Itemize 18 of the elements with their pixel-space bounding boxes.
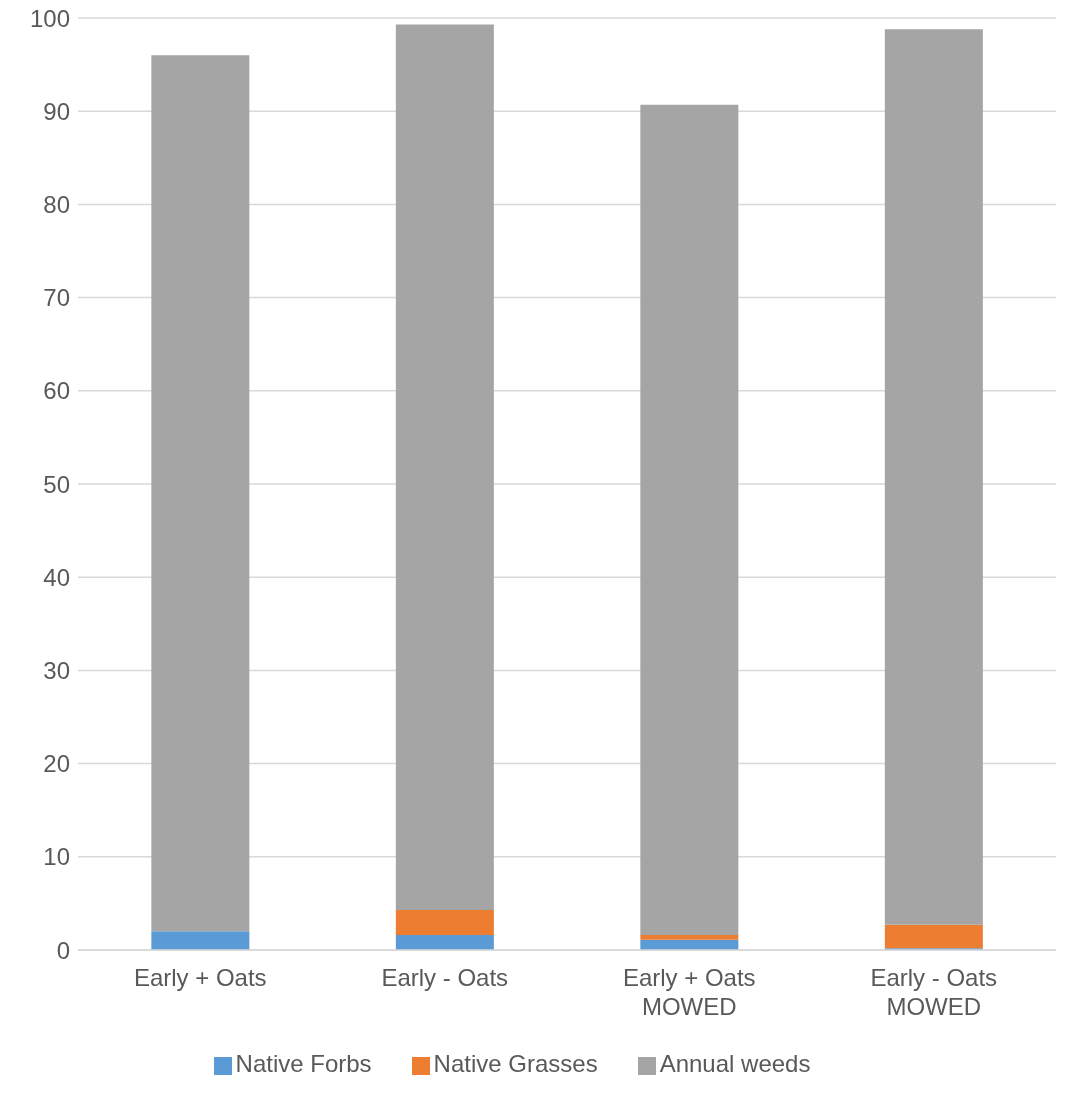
y-tick-label: 40 — [43, 563, 70, 591]
x-tick-label: Early + Oats — [133, 964, 267, 991]
y-tick-label: 70 — [43, 284, 70, 312]
x-tick-label: Early + Oats MOWED — [622, 964, 756, 1020]
legend-label: Native Grasses — [433, 1050, 598, 1077]
y-tick-label: 100 — [29, 4, 70, 32]
y-tick-label: 50 — [43, 470, 70, 498]
x-tick-label: Early - Oats MOWED — [870, 964, 998, 1020]
y-tick-label: 60 — [43, 377, 70, 405]
y-tick-label: 80 — [43, 190, 70, 218]
y-tick-label: 0 — [56, 936, 70, 964]
y-tick-label: 10 — [43, 843, 70, 871]
y-tick-label: 30 — [43, 656, 70, 684]
legend-label: Native Forbs — [235, 1050, 372, 1077]
y-tick-label: 90 — [43, 97, 70, 125]
legend-label: Annual weeds — [659, 1050, 811, 1077]
x-tick-label: Early - Oats — [381, 964, 509, 991]
y-tick-label: 20 — [43, 750, 70, 778]
